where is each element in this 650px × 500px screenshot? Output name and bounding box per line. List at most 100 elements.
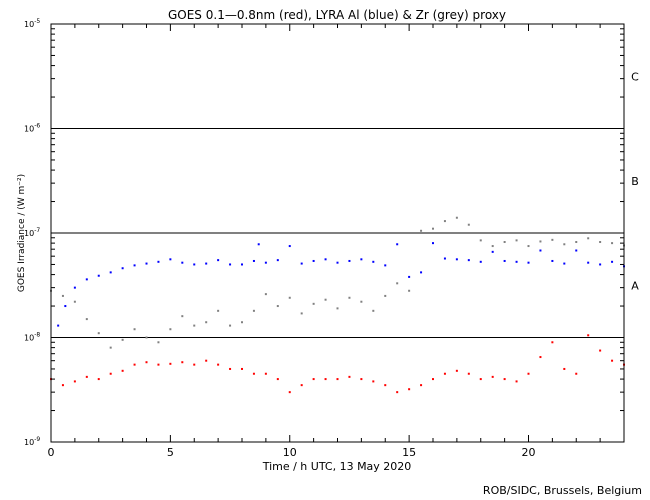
data-point xyxy=(97,332,100,335)
data-point xyxy=(539,249,542,252)
flare-class-thresholds xyxy=(51,128,624,338)
data-point xyxy=(324,378,327,381)
data-point xyxy=(61,294,64,297)
data-point xyxy=(563,367,566,370)
data-point xyxy=(396,391,399,394)
data-point xyxy=(73,300,76,303)
data-point xyxy=(575,372,578,375)
x-axis: 0 5 10 15 20 xyxy=(48,24,625,459)
data-point xyxy=(169,258,172,261)
data-point xyxy=(57,324,60,327)
data-point xyxy=(432,242,434,245)
class-label-b: B xyxy=(631,175,639,188)
data-point xyxy=(551,341,554,344)
data-point xyxy=(479,260,482,263)
data-point xyxy=(193,363,196,366)
data-point xyxy=(611,260,614,263)
data-point xyxy=(599,349,602,352)
y-axis-label: GOES Irradiance / (W m⁻²) xyxy=(17,174,27,292)
data-point xyxy=(455,369,458,372)
data-point xyxy=(312,378,315,381)
data-point xyxy=(420,229,423,232)
data-point xyxy=(587,237,590,240)
data-point xyxy=(420,271,423,274)
data-point xyxy=(515,239,518,242)
data-point xyxy=(121,369,124,372)
data-point xyxy=(97,378,100,381)
y-tick-label: 10-6 xyxy=(24,123,40,134)
data-point xyxy=(276,259,279,262)
data-point xyxy=(312,302,315,305)
data-point xyxy=(432,227,434,230)
data-point xyxy=(73,286,76,289)
data-point xyxy=(229,263,232,266)
data-point xyxy=(73,380,76,383)
data-point xyxy=(372,260,375,263)
data-point xyxy=(312,259,315,262)
data-point xyxy=(157,341,160,344)
data-point xyxy=(443,372,446,375)
data-point xyxy=(288,296,291,299)
data-point xyxy=(109,346,112,349)
data-point xyxy=(324,258,327,261)
data-point xyxy=(443,220,446,223)
data-point xyxy=(300,312,303,315)
data-point xyxy=(229,324,232,327)
data-point xyxy=(85,318,88,321)
data-point xyxy=(527,261,530,264)
data-point xyxy=(587,334,590,337)
data-point xyxy=(527,372,530,375)
data-point xyxy=(539,240,542,243)
data-point xyxy=(563,243,566,246)
x-tick-label: 5 xyxy=(167,446,174,459)
data-point xyxy=(241,263,243,266)
data-point xyxy=(169,328,172,331)
data-point xyxy=(193,324,196,327)
data-point xyxy=(396,282,399,285)
data-point xyxy=(133,328,136,331)
data-point xyxy=(515,260,518,263)
data-point xyxy=(276,378,279,381)
data-point xyxy=(264,261,267,264)
x-tick-label: 0 xyxy=(48,446,55,459)
data-point xyxy=(455,216,458,219)
data-point xyxy=(348,375,351,378)
y-tick-label: 10-5 xyxy=(24,18,40,29)
data-point xyxy=(145,336,148,339)
series-lyra-zr-proxy xyxy=(50,216,625,349)
x-tick-label: 10 xyxy=(283,446,297,459)
data-point xyxy=(205,359,208,362)
data-point xyxy=(264,372,267,375)
data-point xyxy=(443,257,446,260)
data-point xyxy=(539,356,542,359)
data-point xyxy=(276,305,279,308)
data-point xyxy=(252,372,255,375)
data-point xyxy=(85,278,88,281)
y-tick-label: 10-9 xyxy=(24,436,40,447)
data-point xyxy=(599,263,602,266)
data-point xyxy=(396,243,399,246)
data-point xyxy=(587,261,590,264)
data-point xyxy=(241,321,243,324)
data-point xyxy=(384,294,387,297)
data-point xyxy=(205,262,208,265)
data-point xyxy=(336,261,339,264)
data-series xyxy=(50,216,625,394)
data-point xyxy=(61,384,64,387)
data-point xyxy=(479,378,482,381)
data-point xyxy=(491,245,494,248)
data-point xyxy=(527,245,530,248)
data-point xyxy=(467,259,470,262)
data-point xyxy=(503,241,506,244)
series-goes-0-1-0-8nm xyxy=(50,334,625,394)
data-point xyxy=(575,241,578,244)
data-point xyxy=(145,262,148,265)
data-point xyxy=(360,378,363,381)
x-tick-label: 15 xyxy=(402,446,416,459)
data-point xyxy=(64,305,67,308)
data-point xyxy=(408,275,411,278)
data-point xyxy=(324,298,327,301)
class-label-a: A xyxy=(631,279,639,292)
data-point xyxy=(420,384,423,387)
credit-text: ROB/SIDC, Brussels, Belgium xyxy=(483,484,642,497)
